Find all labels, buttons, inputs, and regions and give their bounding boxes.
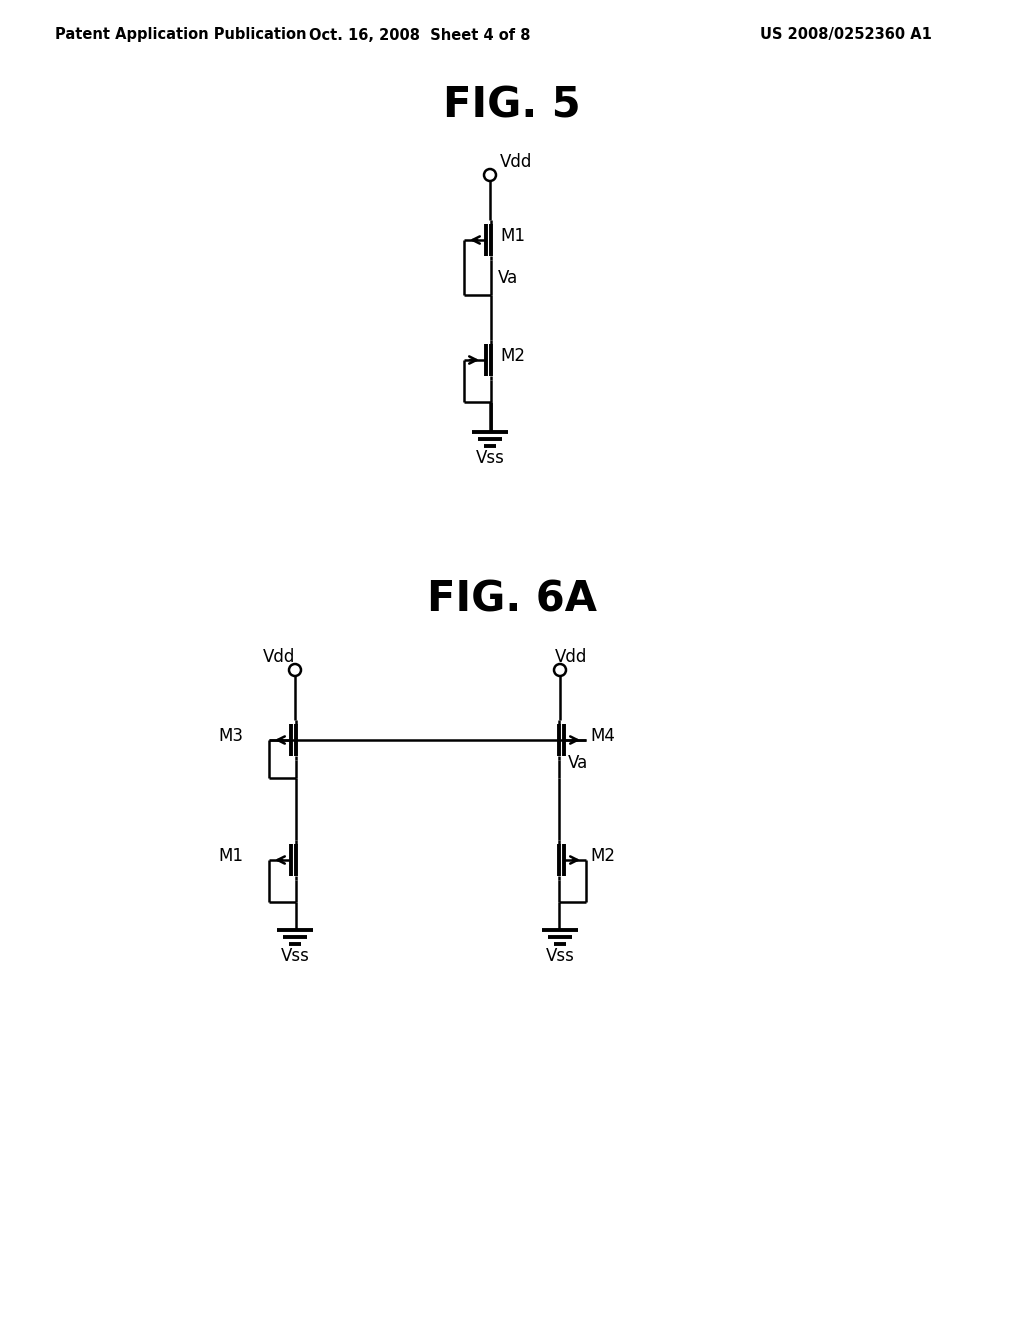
Text: Vdd: Vdd xyxy=(500,153,532,172)
Text: Vss: Vss xyxy=(281,946,309,965)
Text: Vss: Vss xyxy=(546,946,574,965)
Text: Va: Va xyxy=(568,754,588,772)
Text: Va: Va xyxy=(498,269,518,286)
Text: M2: M2 xyxy=(500,347,525,366)
Text: M1: M1 xyxy=(500,227,525,246)
Text: Vdd: Vdd xyxy=(263,648,295,667)
Text: FIG. 5: FIG. 5 xyxy=(443,84,581,125)
Text: M4: M4 xyxy=(590,727,614,744)
Text: FIG. 6A: FIG. 6A xyxy=(427,579,597,620)
Text: Vdd: Vdd xyxy=(555,648,588,667)
Text: M2: M2 xyxy=(590,847,615,865)
Text: US 2008/0252360 A1: US 2008/0252360 A1 xyxy=(760,28,932,42)
Text: Oct. 16, 2008  Sheet 4 of 8: Oct. 16, 2008 Sheet 4 of 8 xyxy=(309,28,530,42)
Text: Vss: Vss xyxy=(475,449,505,467)
Text: M3: M3 xyxy=(218,727,243,744)
Text: M1: M1 xyxy=(218,847,243,865)
Text: Patent Application Publication: Patent Application Publication xyxy=(55,28,306,42)
